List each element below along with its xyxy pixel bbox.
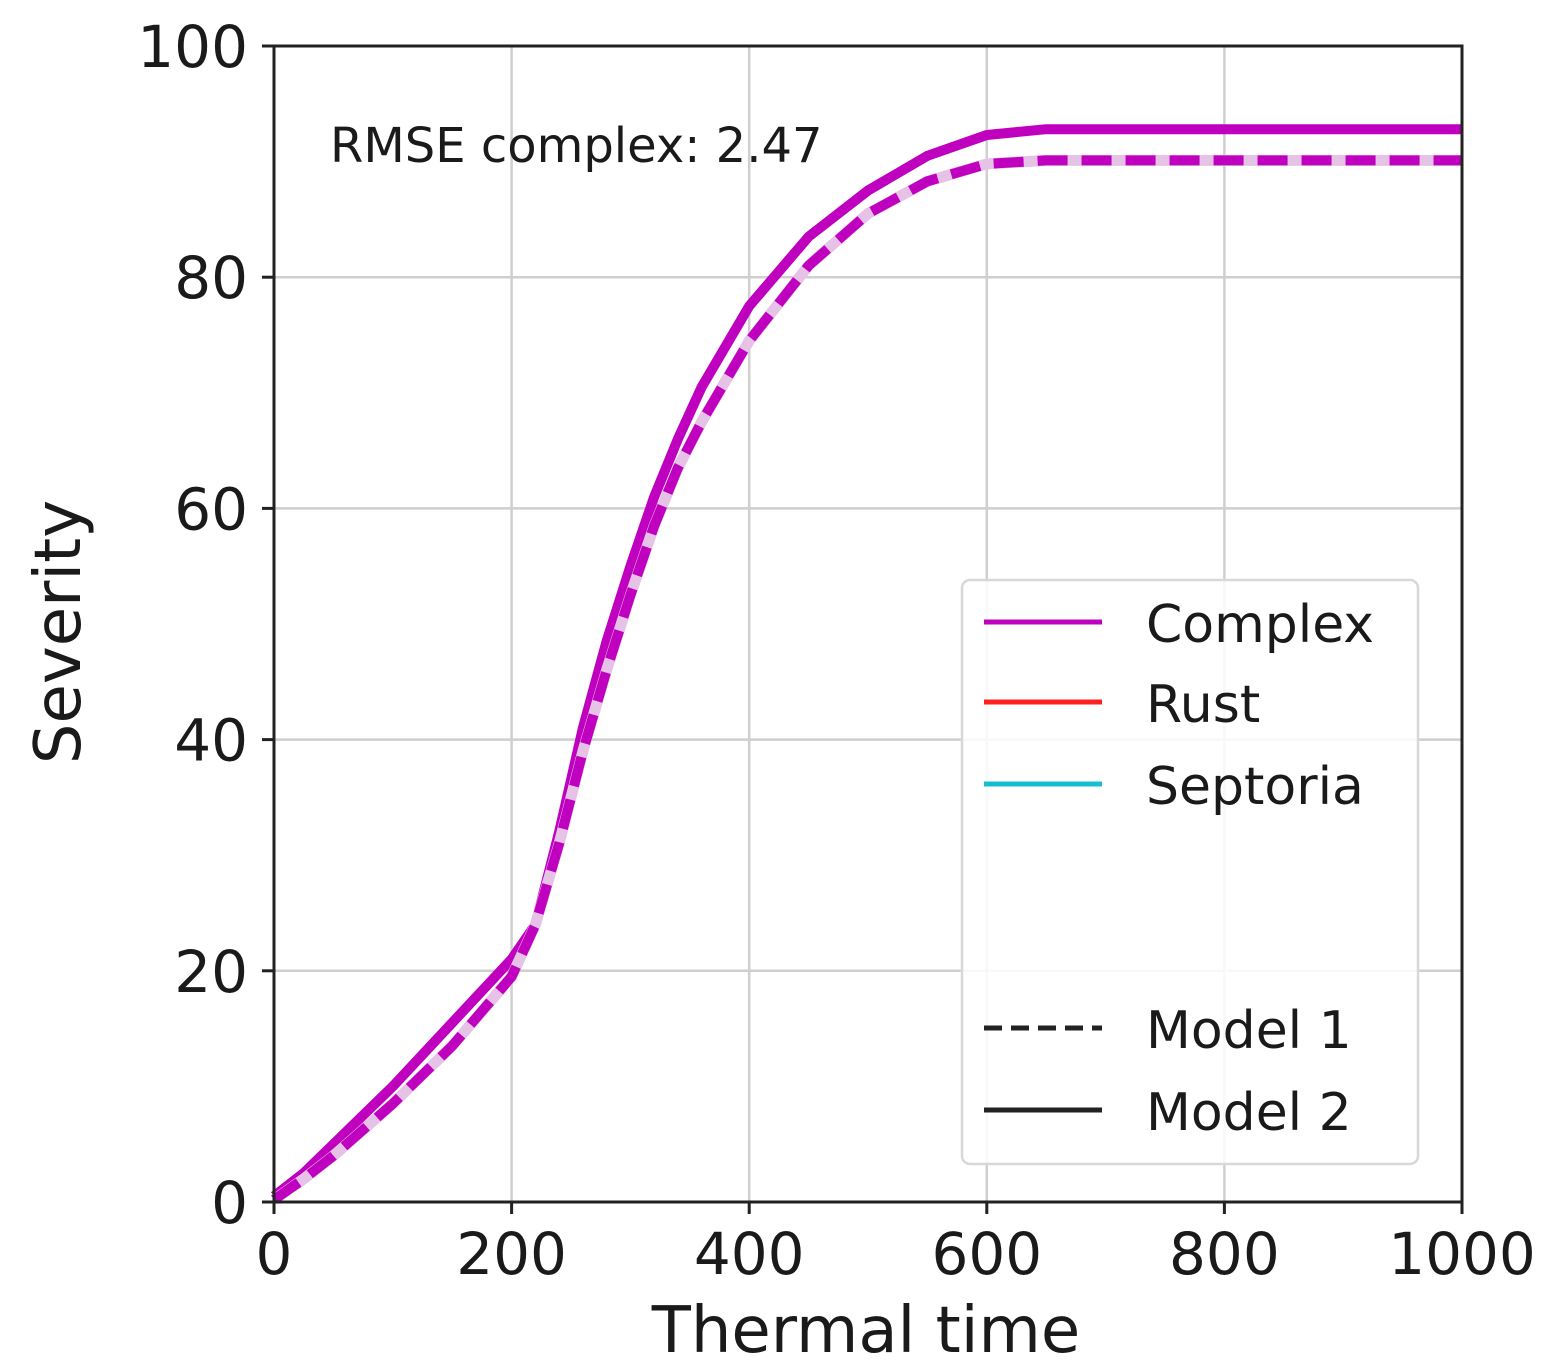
legend-label-complex: Complex bbox=[1146, 595, 1374, 655]
y-tick-label: 100 bbox=[137, 13, 248, 81]
x-tick-label: 200 bbox=[456, 1220, 567, 1288]
y-axis-label: Severity bbox=[22, 500, 96, 764]
x-axis-label: Thermal time bbox=[651, 1294, 1081, 1365]
legend-label-model-1: Model 1 bbox=[1146, 1001, 1352, 1061]
x-tick-label: 400 bbox=[694, 1220, 805, 1288]
series-layer bbox=[270, 124, 1462, 1205]
legend-box bbox=[960, 578, 1420, 1166]
legend-label-model-2: Model 2 bbox=[1146, 1083, 1352, 1143]
x-tick-label: 800 bbox=[1169, 1220, 1280, 1288]
x-tick-label: 0 bbox=[256, 1220, 293, 1288]
y-tick-label: 0 bbox=[211, 1169, 248, 1237]
legend-label-septoria: Septoria bbox=[1146, 757, 1364, 817]
legend-label-rust: Rust bbox=[1146, 675, 1260, 735]
rmse-annotation: RMSE complex: 2.47 bbox=[330, 118, 823, 174]
y-tick-label: 60 bbox=[174, 475, 248, 543]
y-tick-label: 80 bbox=[174, 244, 248, 312]
series-line-complex-model1 bbox=[271, 155, 1462, 1204]
x-tick-label: 1000 bbox=[1388, 1220, 1536, 1288]
series-line-complex-model2 bbox=[270, 124, 1462, 1201]
x-tick-label: 600 bbox=[931, 1220, 1042, 1288]
legend: Complex Rust Septoria Model 1 Model 2 bbox=[960, 578, 1420, 1166]
y-tick-label: 40 bbox=[174, 707, 248, 775]
plot-frame bbox=[272, 44, 1464, 1204]
y-tick-label: 20 bbox=[174, 938, 248, 1006]
axis-ticks: 0 200 400 600 800 1000 0 20 40 60 80 100 bbox=[137, 13, 1536, 1288]
